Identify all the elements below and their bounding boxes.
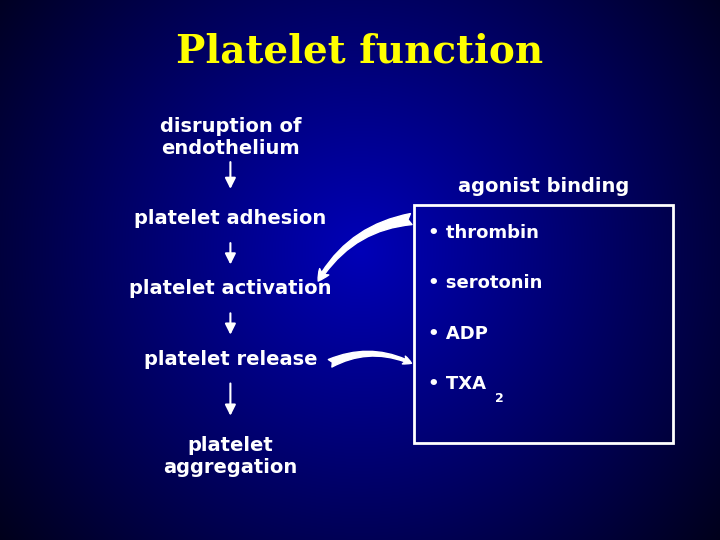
Text: platelet
aggregation: platelet aggregation <box>163 436 297 477</box>
Text: platelet release: platelet release <box>144 349 317 369</box>
Text: platelet adhesion: platelet adhesion <box>134 209 327 228</box>
Text: agonist binding: agonist binding <box>458 177 629 196</box>
Text: • ADP: • ADP <box>428 325 488 343</box>
Text: disruption of
endothelium: disruption of endothelium <box>160 117 301 158</box>
Text: Platelet function: Platelet function <box>176 32 544 70</box>
Text: • serotonin: • serotonin <box>428 274 543 293</box>
Text: • TXA: • TXA <box>428 375 487 393</box>
Bar <box>414 205 673 443</box>
Text: 2: 2 <box>495 392 504 405</box>
Text: platelet activation: platelet activation <box>129 279 332 299</box>
Text: • thrombin: • thrombin <box>428 224 539 242</box>
